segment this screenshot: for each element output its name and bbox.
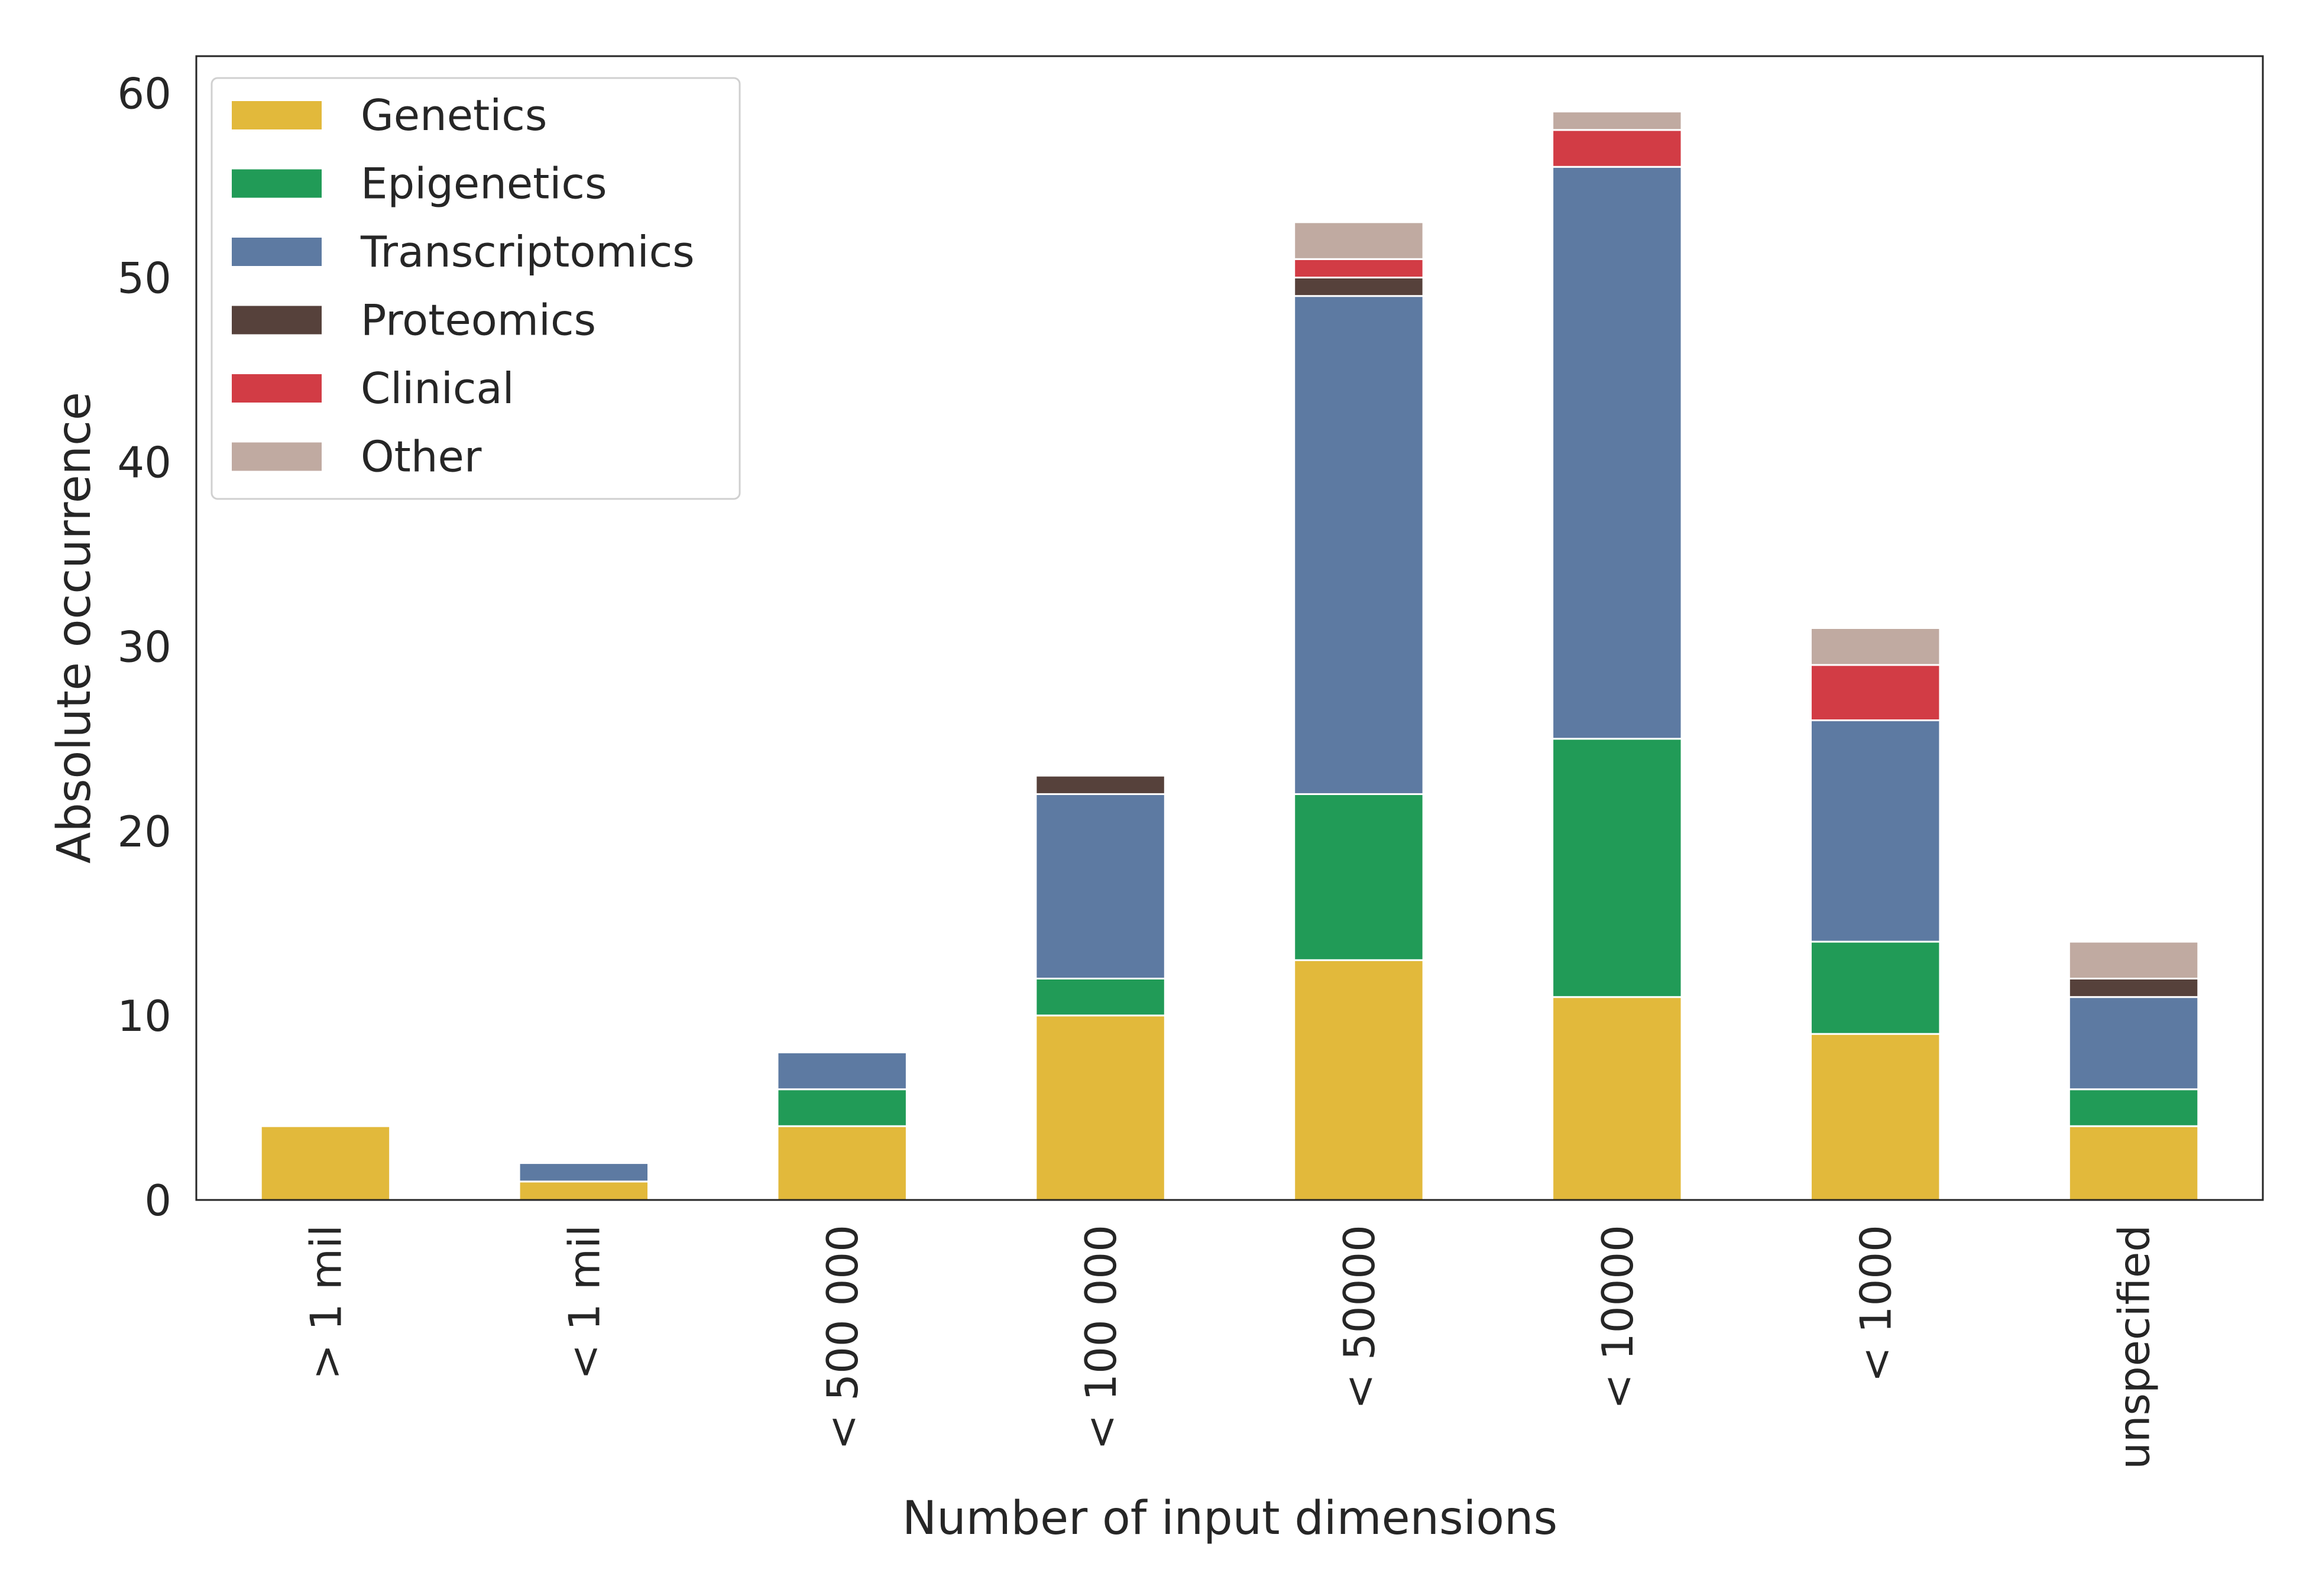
x-tick-label: < 500 000 [818,1225,867,1450]
bar-segment-other-6 [1809,627,1941,666]
legend-label-other: Other [361,432,482,482]
x-tick-label: > 1 mil [301,1225,351,1380]
x-tick-label: < 10000 [1593,1225,1643,1409]
legend-swatch-proteomics [232,306,322,335]
y-tick-labels: 0 10 20 30 40 50 60 [117,69,171,1225]
bar-segment-genetics-6 [1809,1033,1941,1201]
y-axis-title: Absolute occurrence [48,392,101,864]
y-tick-label: 60 [117,69,171,118]
bar-segment-proteomics-4 [1293,277,1424,297]
legend-items: Genetics Epigenetics Transcriptomics Proteo… [232,90,695,482]
legend-swatch-transcriptomics [232,238,322,266]
y-tick-label: 40 [117,438,171,488]
y-tick-label: 20 [117,807,171,857]
x-tick-label: unspecified [2110,1225,2159,1470]
bar-segment-epigenetics-2 [776,1088,908,1127]
bar-segment-epigenetics-6 [1809,940,1941,1035]
bar-segment-genetics-5 [1552,996,1683,1201]
bar-segment-other-7 [2068,940,2200,979]
legend-label-proteomics: Proteomics [361,296,596,345]
bar-segment-other-5 [1552,111,1683,131]
bar-segment-transcriptomics-4 [1293,295,1424,795]
x-tick-label: < 100 000 [1076,1225,1126,1450]
bar-segment-transcriptomics-5 [1552,166,1683,740]
bar-segment-other-4 [1293,221,1424,260]
x-tick-label: < 50000 [1335,1225,1384,1409]
bar-segment-proteomics-7 [2068,977,2200,998]
bar-segment-clinical-5 [1552,129,1683,168]
y-tick-label: 30 [117,622,171,672]
bar-segment-clinical-4 [1293,258,1424,279]
x-tick-labels: > 1 mil < 1 mil < 500 000 < 100 000 < 50000 <… [301,1225,2159,1470]
x-axis-title: Number of input dimensions [902,1492,1557,1545]
x-tick-label: < 1000 [1851,1225,1901,1382]
bar-segment-transcriptomics-6 [1809,719,1941,943]
y-tick-label: 50 [117,254,171,303]
legend-swatch-genetics [232,101,322,129]
legend-label-clinical: Clinical [361,364,514,413]
bar-segment-epigenetics-4 [1293,793,1424,961]
bar-segment-epigenetics-5 [1552,738,1683,998]
y-tick-label: 10 [117,991,171,1041]
legend-swatch-other [232,442,322,471]
bar-segment-transcriptomics-3 [1035,793,1166,979]
bar-segment-genetics-7 [2068,1125,2200,1201]
bar-segment-genetics-1 [518,1180,650,1201]
bar-segment-genetics-3 [1035,1014,1166,1201]
bar-segment-transcriptomics-2 [776,1051,908,1091]
legend-label-genetics: Genetics [361,90,547,140]
bar-segment-transcriptomics-1 [518,1162,650,1183]
bar-segment-genetics-0 [260,1125,391,1201]
bar-segment-clinical-6 [1809,664,1941,722]
legend-label-transcriptomics: Transcriptomics [360,227,695,277]
legend-frame [210,77,741,500]
x-tick-label: < 1 mil [559,1225,609,1380]
bar-segment-genetics-2 [776,1125,908,1201]
legend: Genetics Epigenetics Transcriptomics Proteo… [210,77,741,500]
bar-segment-epigenetics-3 [1035,977,1166,1017]
bars-layer [260,111,2200,1201]
bar-segment-epigenetics-7 [2068,1088,2200,1127]
bar-segment-genetics-4 [1293,959,1424,1201]
legend-swatch-epigenetics [232,169,322,198]
legend-label-epigenetics: Epigenetics [361,159,607,209]
bar-segment-transcriptomics-7 [2068,996,2200,1091]
bar-segment-proteomics-3 [1035,774,1166,795]
legend-swatch-clinical [232,374,322,403]
plot-frame [195,55,2264,1201]
y-tick-label: 0 [144,1176,171,1225]
